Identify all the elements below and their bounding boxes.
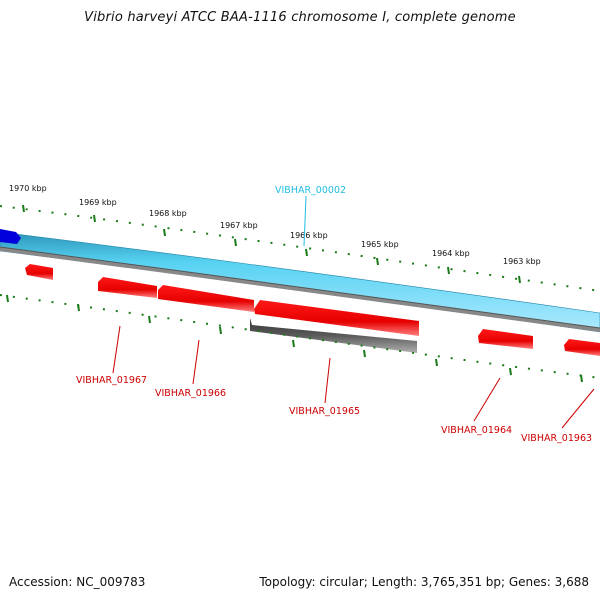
- gene-label-reverse[interactable]: VIBHAR_01966: [155, 388, 226, 399]
- kbp-label: 1969 kbp: [79, 198, 117, 207]
- leader-line: [473, 377, 501, 422]
- gene-label-reverse[interactable]: VIBHAR_01965: [289, 406, 360, 417]
- reverse-gene-VIBHAR-01966[interactable]: [158, 285, 254, 312]
- leader-line: [561, 388, 595, 429]
- leader-line: [324, 357, 331, 404]
- reverse-gene-VIBHAR-01967[interactable]: [98, 277, 157, 298]
- kbp-label: 1963 kbp: [503, 257, 541, 266]
- gene-label-reverse[interactable]: VIBHAR_01967: [76, 375, 147, 386]
- reverse-gene-VIBHAR-01965[interactable]: [254, 300, 419, 336]
- reverse-gene-VIBHAR-01964[interactable]: [478, 329, 533, 349]
- scale-ring-outer: [0, 205, 600, 292]
- reverse-gene-small[interactable]: [25, 264, 53, 280]
- major-ticks: [22, 204, 521, 284]
- kbp-label: 1967 kbp: [220, 221, 258, 230]
- gene-label-reverse[interactable]: VIBHAR_01963: [521, 433, 592, 444]
- gene-label-forward[interactable]: VIBHAR_00002: [275, 185, 346, 196]
- reverse-gene-VIBHAR-01963[interactable]: [564, 339, 600, 356]
- backbone-line-dark: [0, 246, 600, 329]
- kbp-label: 1968 kbp: [149, 209, 187, 218]
- kbp-label: 1970 kbp: [9, 184, 47, 193]
- gene-label-reverse[interactable]: VIBHAR_01964: [441, 425, 512, 436]
- inner-major-ticks: [6, 294, 583, 383]
- reverse-genes: [25, 264, 600, 356]
- backbone-line: [0, 247, 600, 332]
- genome-summary-text: Topology: circular; Length: 3,765,351 bp…: [259, 575, 589, 589]
- blue-feature[interactable]: [0, 229, 21, 244]
- accession-text: Accession: NC_009783: [9, 575, 146, 589]
- map-title: Vibrio harveyi ATCC BAA-1116 chromosome …: [84, 10, 516, 25]
- kbp-label: 1964 kbp: [432, 249, 470, 258]
- leader-line: [303, 195, 307, 247]
- highlighted-gene[interactable]: [250, 318, 417, 353]
- kbp-label: 1965 kbp: [361, 240, 399, 249]
- leader-line: [112, 325, 121, 374]
- kbp-label: 1966 kbp: [290, 231, 328, 240]
- leader-line: [192, 339, 200, 385]
